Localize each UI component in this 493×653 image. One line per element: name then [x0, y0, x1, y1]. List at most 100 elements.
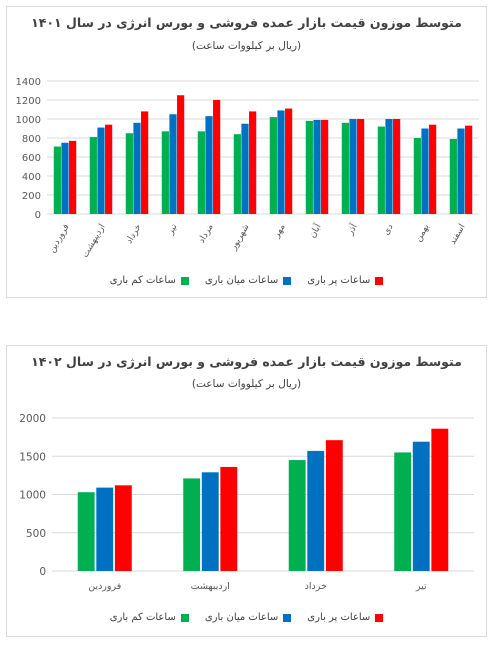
- bar-low: [394, 452, 412, 571]
- bar-low: [413, 138, 421, 214]
- bar-peak: [357, 119, 365, 214]
- y-tick-label: 1000: [16, 115, 41, 126]
- chart-plot-1401: 0 200 400 600 800 1000 1200 1400 فروردین اردیبهشت…: [16, 77, 479, 260]
- x-tick-label: شهریور: [228, 223, 251, 253]
- legend-swatch-mid: [283, 276, 292, 285]
- bar-peak: [465, 125, 473, 214]
- bar-mid: [313, 119, 321, 214]
- bar-peak: [393, 119, 401, 214]
- bar-low: [288, 460, 306, 571]
- bar-mid: [349, 119, 357, 214]
- y-tick-label: 1400: [16, 77, 41, 88]
- legend-swatch-peak: [375, 613, 384, 622]
- bar-peak: [321, 119, 329, 214]
- legend-item-mid: ساعات میان باری: [204, 275, 292, 286]
- x-tick-label: آذر: [343, 221, 360, 238]
- legend-label-low: ساعات کم باری: [109, 612, 176, 623]
- bar-mid: [201, 472, 219, 571]
- legend-item-mid: ساعات میان باری: [204, 612, 292, 623]
- bar-mid: [61, 142, 69, 214]
- chart-panel-1402: متوسط موزون قیمت بازار عمده فروشی و بورس…: [6, 345, 487, 637]
- legend-item-peak: ساعات پر باری: [307, 612, 384, 623]
- bar-mid: [421, 128, 429, 214]
- legend-label-mid: ساعات میان باری: [204, 275, 279, 286]
- bar-mid: [457, 128, 465, 214]
- bar-low: [125, 133, 133, 214]
- bar-peak: [431, 428, 449, 571]
- legend-swatch-peak: [375, 276, 384, 285]
- chart-subtitle: (ریال بر کیلووات ساعت): [191, 378, 302, 390]
- y-tick-label: 1200: [16, 96, 41, 107]
- x-tick-label: فروردین: [88, 581, 121, 592]
- x-tick-label: آبان: [306, 221, 324, 240]
- bar-mid: [385, 119, 393, 214]
- legend-label-peak: ساعات پر باری: [307, 275, 371, 286]
- bar-low: [233, 134, 241, 214]
- x-tick-label: مهر: [271, 222, 287, 240]
- legend-swatch-mid: [283, 613, 292, 622]
- x-tick-label: مرداد: [197, 222, 216, 245]
- bar-peak: [69, 140, 77, 214]
- legend-label-mid: ساعات میان باری: [204, 612, 279, 623]
- legend-swatch-low: [180, 613, 189, 622]
- legend-item-low: ساعات کم باری: [110, 612, 189, 623]
- y-tick-label: 400: [22, 172, 41, 183]
- bar-mid: [97, 127, 105, 214]
- chart-title: متوسط موزون قیمت بازار عمده فروشی و بورس…: [31, 354, 462, 369]
- bar-low: [197, 131, 205, 214]
- x-tick-label: بهمن: [414, 223, 432, 244]
- x-tick-label: خرداد: [124, 223, 143, 246]
- bar-mid: [96, 487, 114, 571]
- x-tick-label: اردیبهشت: [191, 581, 230, 592]
- chart-panel-1401: متوسط موزون قیمت بازار عمده فروشی و بورس…: [6, 6, 487, 298]
- bar-low: [449, 138, 457, 214]
- bar-low: [269, 117, 277, 214]
- bar-mid: [241, 123, 249, 214]
- legend-item-low: ساعات کم باری: [110, 275, 189, 286]
- y-tick-label: 800: [22, 134, 41, 145]
- bar-low: [377, 126, 385, 214]
- bar-mid: [133, 122, 141, 214]
- bar-low: [77, 492, 95, 571]
- bar-low: [305, 120, 313, 214]
- x-tick-label: اسفند: [448, 223, 468, 247]
- y-tick-label: 1000: [19, 490, 46, 502]
- x-tick-label: تیر: [165, 222, 180, 237]
- chart-plot-1402: 0 500 1000 1500 2000 فروردین اردیبهشت خرداد تیر: [19, 413, 474, 592]
- legend-label-peak: ساعات پر باری: [307, 612, 371, 623]
- bar-peak: [105, 124, 113, 214]
- legend-item-peak: ساعات پر باری: [307, 275, 384, 286]
- bar-low: [183, 478, 201, 571]
- bar-peak: [220, 466, 238, 571]
- y-tick-label: 600: [22, 153, 41, 164]
- x-tick-label: فروردین: [47, 223, 71, 255]
- bar-peak: [177, 95, 185, 214]
- bar-peak: [114, 485, 132, 571]
- x-tick-label: تیر: [415, 581, 427, 592]
- legend-label-low: ساعات کم باری: [109, 275, 176, 286]
- chart-legend: ساعات کم باری ساعات میان باری ساعات پر ب…: [7, 612, 486, 623]
- y-tick-label: 500: [26, 528, 46, 540]
- bar-peak: [213, 100, 221, 214]
- bar-peak: [429, 124, 437, 214]
- x-tick-label: دی: [381, 223, 395, 238]
- y-tick-label: 1500: [19, 451, 46, 463]
- bar-peak: [141, 111, 149, 214]
- bar-mid: [307, 450, 325, 571]
- bar-low: [53, 146, 61, 214]
- chart-title: متوسط موزون قیمت بازار عمده فروشی و بورس…: [31, 15, 462, 30]
- x-tick-label: اردیبهشت: [80, 223, 107, 260]
- y-tick-label: 2000: [19, 413, 46, 425]
- bar-peak: [249, 111, 257, 214]
- bar-mid: [412, 441, 430, 571]
- bar-peak: [285, 108, 293, 214]
- legend-swatch-low: [180, 276, 189, 285]
- chart-legend: ساعات کم باری ساعات میان باری ساعات پر ب…: [7, 275, 486, 286]
- chart-subtitle: (ریال بر کیلووات ساعت): [191, 40, 302, 52]
- y-tick-label: 0: [35, 210, 41, 221]
- bar-low: [89, 137, 97, 214]
- bar-mid: [205, 116, 213, 214]
- x-tick-label: خرداد: [305, 581, 327, 592]
- bar-mid: [169, 114, 177, 214]
- bar-low: [341, 122, 349, 214]
